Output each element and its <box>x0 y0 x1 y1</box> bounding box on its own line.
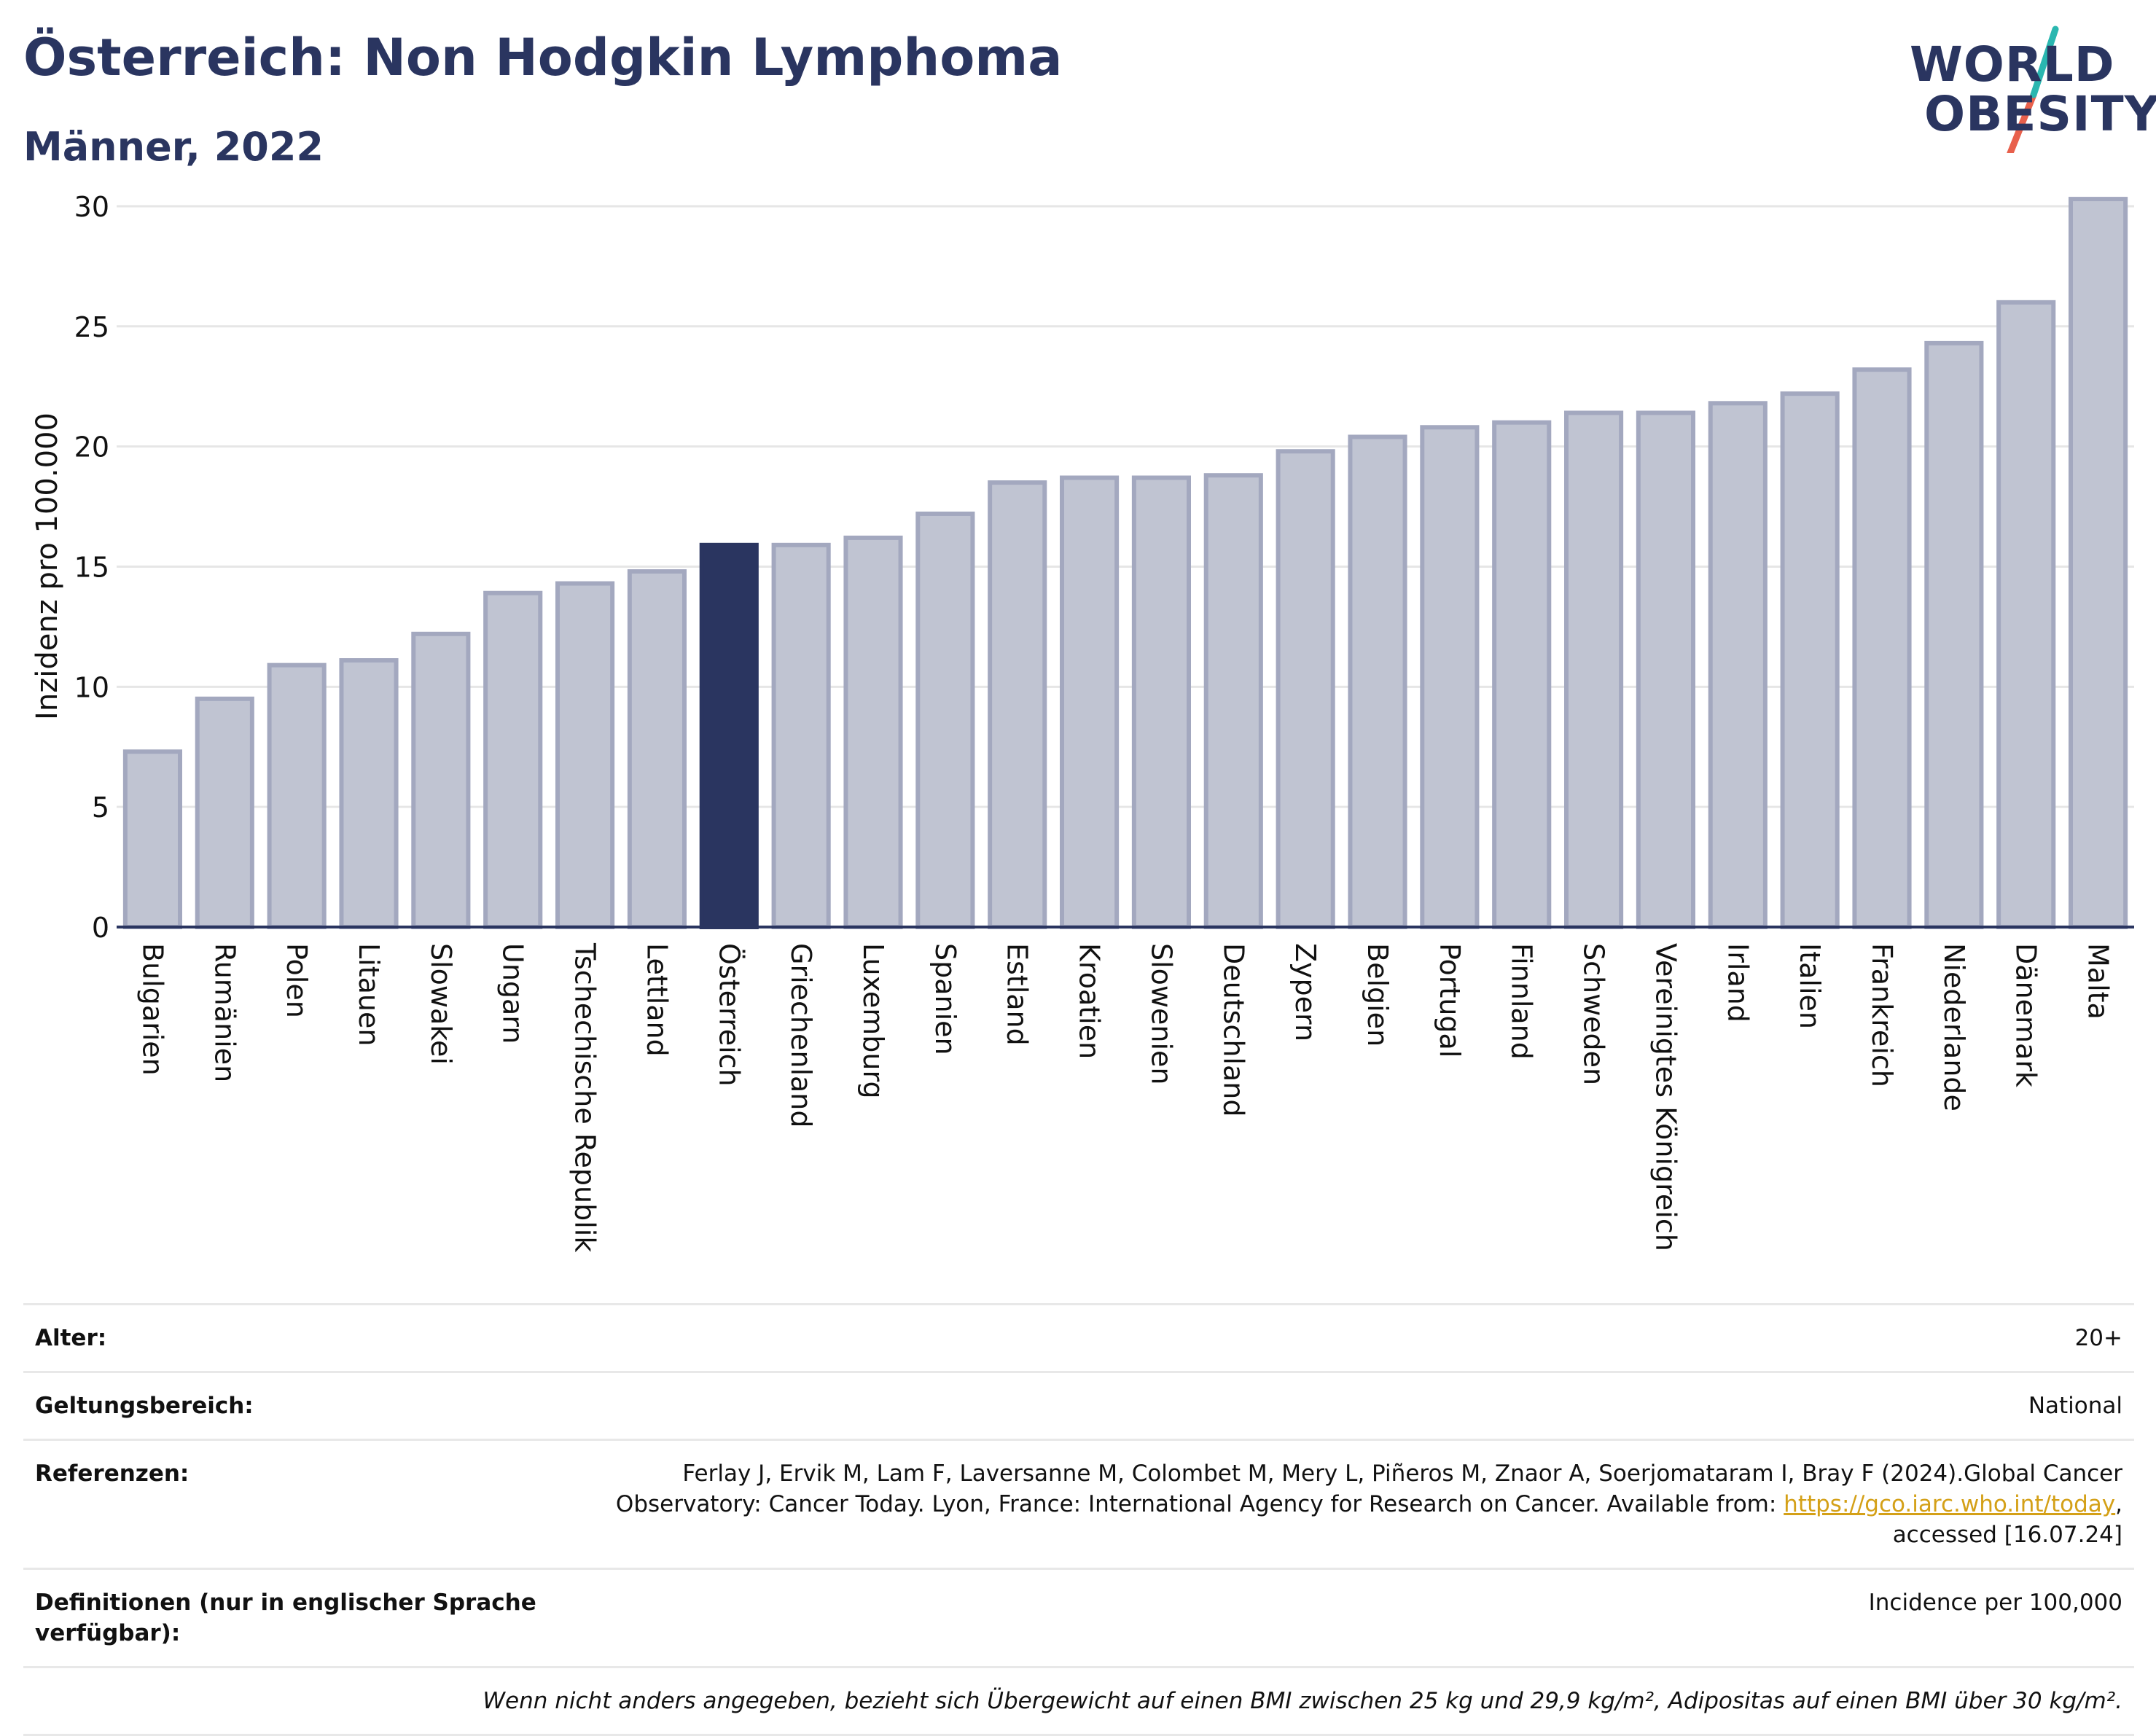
page-title: Österreich: Non Hodgkin Lymphoma <box>23 28 1063 87</box>
bar-belgien <box>1348 434 1407 929</box>
bar-rumänien <box>195 696 254 929</box>
logo-text-obesity: OBESITY <box>1924 86 2156 142</box>
reference-link[interactable]: https://gco.iarc.who.int/today <box>1784 1491 2116 1517</box>
footnote: Wenn nicht anders angegeben, bezieht sic… <box>23 1666 2134 1736</box>
x-tick-label: Dänemark <box>2010 943 2042 1087</box>
bar-vereinigtes-königreich <box>1636 410 1695 930</box>
y-tick-label: 15 <box>74 551 109 583</box>
y-tick-label: 0 <box>92 912 109 944</box>
bar-bulgarien <box>122 749 182 930</box>
bar-niederlande <box>1924 340 1984 930</box>
x-tick-label: Griechenland <box>785 943 817 1128</box>
x-tick-label: Spanien <box>929 943 961 1055</box>
info-value-age: 20+ <box>557 1303 2134 1373</box>
logo-text-world: WORLD <box>1910 36 2115 93</box>
x-tick-label: Polen <box>281 943 313 1018</box>
bar-deutschland <box>1203 473 1263 929</box>
x-tick-label: Bulgarien <box>136 943 168 1076</box>
x-tick-label: Lettland <box>641 943 673 1057</box>
x-tick-label: Litauen <box>353 943 385 1046</box>
info-row-footnote: Wenn nicht anders angegeben, bezieht sic… <box>23 1666 2134 1736</box>
x-tick-label: Tschechische Republik <box>569 942 601 1252</box>
y-tick-label: 10 <box>74 671 109 703</box>
info-key-scope: Geltungsbereich: <box>23 1371 557 1441</box>
bar-schweden <box>1564 410 1624 930</box>
bar-ungarn <box>483 590 543 930</box>
x-tick-label: Kroatien <box>1074 943 1106 1059</box>
bar-spanien <box>915 511 975 929</box>
logo-slash-icon <box>2007 26 2059 153</box>
x-tick-label: Niederlande <box>1938 943 1970 1111</box>
x-tick-label: Frankreich <box>1866 943 1898 1087</box>
y-tick-label: 5 <box>92 791 109 824</box>
x-tick-label: Portugal <box>1434 943 1466 1057</box>
reference-text: Ferlay J, Ervik M, Lam F, Laversanne M, … <box>615 1461 2122 1517</box>
bar-kroatien <box>1060 475 1120 929</box>
info-row-age: Alter: 20+ <box>23 1303 2134 1373</box>
bar-polen <box>267 662 327 929</box>
x-tick-label: Slowakei <box>425 943 457 1065</box>
x-tick-label: Slowenien <box>1145 943 1177 1085</box>
info-key-references: Referenzen: <box>23 1439 557 1570</box>
x-tick-label: Österreich <box>713 943 745 1087</box>
bar-dänemark <box>1996 300 2056 930</box>
bar-griechenland <box>771 542 831 929</box>
info-value-references: Ferlay J, Ervik M, Lam F, Laversanne M, … <box>557 1439 2134 1570</box>
x-tick-label: Deutschland <box>1217 943 1249 1117</box>
bar-litauen <box>339 658 399 929</box>
bar-lettland <box>627 569 687 929</box>
page-subtitle: Männer, 2022 <box>23 124 324 170</box>
x-tick-label: Luxemburg <box>857 943 889 1099</box>
world-obesity-logo: WORLD OBESITY <box>1895 22 2156 153</box>
bar-finnland <box>1492 420 1552 929</box>
info-row-references: Referenzen: Ferlay J, Ervik M, Lam F, La… <box>23 1439 2134 1570</box>
info-table: Alter: 20+ Geltungsbereich: National Ref… <box>23 1303 2134 1736</box>
bar-malta <box>2069 197 2128 930</box>
x-tick-label: Ungarn <box>497 943 529 1044</box>
y-tick-label: 25 <box>74 311 109 343</box>
y-tick-label: 30 <box>74 191 109 223</box>
info-value-definitions: Incidence per 100,000 <box>557 1568 2134 1668</box>
chart-axes: 0 5 10 15 20 25 30 Bulgarien Rumänien Polen Litaue… <box>74 191 2134 1252</box>
x-tick-label: Italien <box>1794 943 1826 1029</box>
bar-chart: 0 5 10 15 20 25 30 Bulgarien Rumänien Polen Litaue… <box>31 191 2134 1252</box>
bar-irland <box>1708 401 1768 929</box>
bar-italien <box>1780 391 1840 929</box>
x-tick-label: Vereinigtes Königreich <box>1649 943 1682 1251</box>
x-tick-label: Irland <box>1722 943 1754 1023</box>
info-value-scope: National <box>557 1371 2134 1441</box>
bar-slowenien <box>1131 475 1191 929</box>
info-row-definitions: Definitionen (nur in englischer Sprache … <box>23 1568 2134 1668</box>
x-tick-label: Finnland <box>1506 943 1538 1060</box>
chart-bars <box>122 197 2128 930</box>
info-key-definitions: Definitionen (nur in englischer Sprache … <box>23 1568 557 1668</box>
bar-portugal <box>1420 425 1480 929</box>
info-row-scope: Geltungsbereich: National <box>23 1371 2134 1441</box>
bar-frankreich <box>1852 367 1912 929</box>
info-key-age: Alter: <box>23 1303 557 1373</box>
bar-zypern <box>1276 449 1335 929</box>
x-tick-label: Schweden <box>1578 943 1610 1085</box>
bar-luxemburg <box>843 535 903 929</box>
y-tick-label: 20 <box>74 431 109 464</box>
x-tick-label: Belgien <box>1362 943 1394 1047</box>
reference-suffix: , accessed [16.07.24] <box>1892 1491 2122 1548</box>
y-axis-label: Inzidenz pro 100.000 <box>31 413 64 720</box>
x-tick-label: Estland <box>1001 943 1034 1046</box>
bar-tschechische-republik <box>555 581 615 929</box>
x-tick-label: Zypern <box>1289 943 1321 1041</box>
bar-slowakei <box>411 631 471 929</box>
bar-estland <box>988 480 1047 929</box>
x-tick-label: Malta <box>2082 943 2114 1020</box>
bar-österreich <box>699 542 759 929</box>
x-tick-label: Rumänien <box>208 943 241 1082</box>
